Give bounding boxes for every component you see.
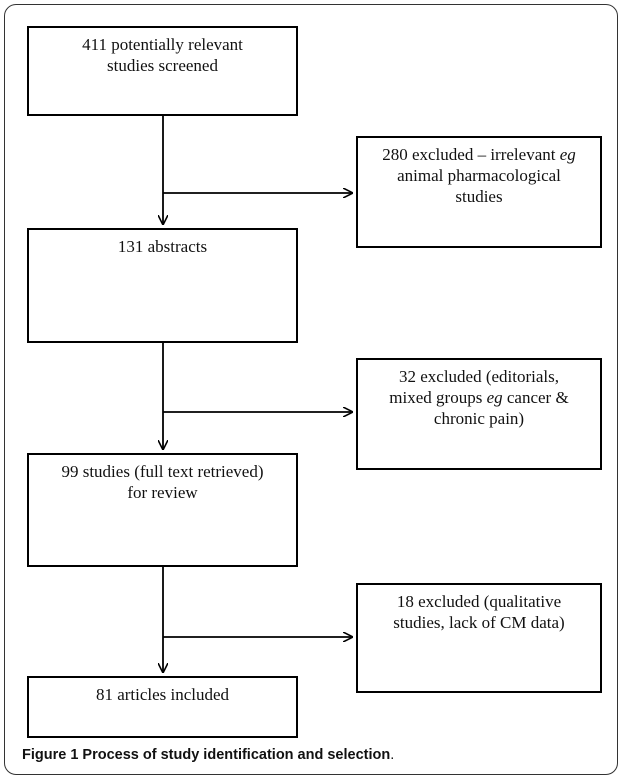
box-screened-line-1: 411 potentially relevant — [82, 35, 243, 54]
excluded-1-line-3: studies — [455, 187, 503, 206]
caption-text: Process of study identification and sele… — [78, 747, 391, 763]
box-full-text: 99 studies (full text retrieved) for rev… — [27, 453, 298, 567]
excluded-2-line-2-prefix: mixed groups — [389, 388, 487, 407]
box-included-line-1: 81 articles included — [95, 685, 230, 704]
box-screened-line-2: studies screened — [107, 56, 218, 75]
excluded-3-line-2: studies, lack of CM data) — [393, 613, 565, 632]
excluded-1-line-1: 280 excluded – irrelevant eg — [358, 144, 600, 165]
figure-frame — [4, 4, 618, 775]
excluded-1-line-1-em: eg — [559, 145, 576, 164]
box-full-text-line-2: for review — [127, 483, 198, 502]
caption-label: Figure 1 — [22, 747, 79, 763]
excluded-2-line-1: 32 excluded (editorials, — [398, 367, 560, 386]
excluded-3-line-1: 18 excluded (qualitative — [396, 592, 562, 611]
box-excluded-irrelevant: 280 excluded – irrelevant eg animal phar… — [356, 136, 602, 248]
box-abstracts-line-1: 131 abstracts — [117, 237, 208, 256]
figure-caption: Figure 1 Process of study identification… — [22, 747, 394, 763]
box-included: 81 articles included — [27, 676, 298, 738]
excluded-1-line-1-text: 280 excluded – irrelevant — [382, 145, 560, 164]
box-excluded-qualitative: 18 excluded (qualitative studies, lack o… — [356, 583, 602, 693]
box-screened: 411 potentially relevant studies screene… — [27, 26, 298, 116]
excluded-2-line-2-suffix: cancer & — [502, 388, 569, 407]
box-full-text-line-1: 99 studies (full text retrieved) — [61, 462, 264, 481]
excluded-2-line-3: chronic pain) — [433, 409, 525, 428]
box-abstracts: 131 abstracts — [27, 228, 298, 343]
excluded-2-line-2-em: eg — [486, 388, 503, 407]
excluded-2-line-2: mixed groups eg cancer & — [358, 387, 600, 408]
excluded-1-line-2: animal pharmacological — [397, 166, 561, 185]
box-excluded-editorials: 32 excluded (editorials, mixed groups eg… — [356, 358, 602, 470]
caption-period: . — [390, 747, 395, 763]
